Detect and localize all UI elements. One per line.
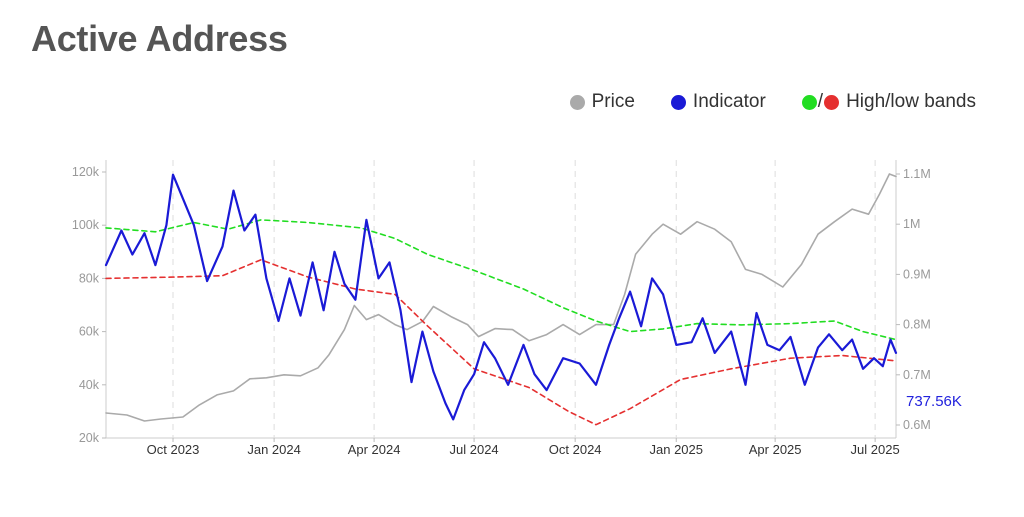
legend-indicator-swatch <box>670 94 686 110</box>
y-right-tick-label: 0.8M <box>903 318 931 332</box>
x-tick-label: Oct 2023 <box>147 442 200 457</box>
x-tick-label: Jul 2024 <box>450 442 499 457</box>
x-tick-label: Apr 2024 <box>348 442 401 457</box>
legend-price-swatch <box>569 94 585 110</box>
y-right-tick-label: 0.7M <box>903 368 931 382</box>
y-right-tick-label: 0.6M <box>903 418 931 432</box>
y-right-tick-label: 0.9M <box>903 267 931 281</box>
x-tick-label: Jul 2025 <box>851 442 900 457</box>
high-band-series-line[interactable] <box>105 219 897 341</box>
y-left-tick-label: 20k <box>79 431 100 445</box>
legend-price-label: Price <box>591 91 635 112</box>
last-value-label: 737.56K <box>906 393 962 410</box>
legend-high-band-swatch <box>801 94 817 110</box>
legend-bands-swatch: / <box>801 91 840 113</box>
legend-item-indicator[interactable]: Indicator <box>670 91 766 113</box>
indicator-series-line[interactable] <box>104 173 898 421</box>
legend-item-price[interactable]: Price <box>569 91 635 113</box>
y-right-tick-label: 1M <box>903 217 920 231</box>
price-series-line[interactable] <box>105 173 897 422</box>
legend-indicator-label: Indicator <box>692 91 766 112</box>
legend-bands-label: High/low bands <box>846 91 976 112</box>
legend-bands-slash: / <box>817 91 824 112</box>
y-left-tick-label: 40k <box>79 378 100 392</box>
x-tick-label: Apr 2025 <box>749 442 802 457</box>
legend-item-bands[interactable]: / High/low bands <box>801 91 976 113</box>
x-tick-label: Jan 2025 <box>650 442 704 457</box>
chart-legend: Price Indicator / High/low bands <box>569 91 976 113</box>
page-title: Active Address <box>31 18 288 59</box>
x-tick-label: Oct 2024 <box>549 442 602 457</box>
legend-low-band-swatch <box>824 94 840 110</box>
x-tick-label: Jan 2024 <box>247 442 301 457</box>
y-left-tick-label: 120k <box>72 165 100 179</box>
y-left-tick-label: 60k <box>79 325 100 339</box>
y-right-tick-label: 1.1M <box>903 167 931 181</box>
y-left-tick-label: 100k <box>72 218 100 232</box>
y-left-tick-label: 80k <box>79 271 100 285</box>
